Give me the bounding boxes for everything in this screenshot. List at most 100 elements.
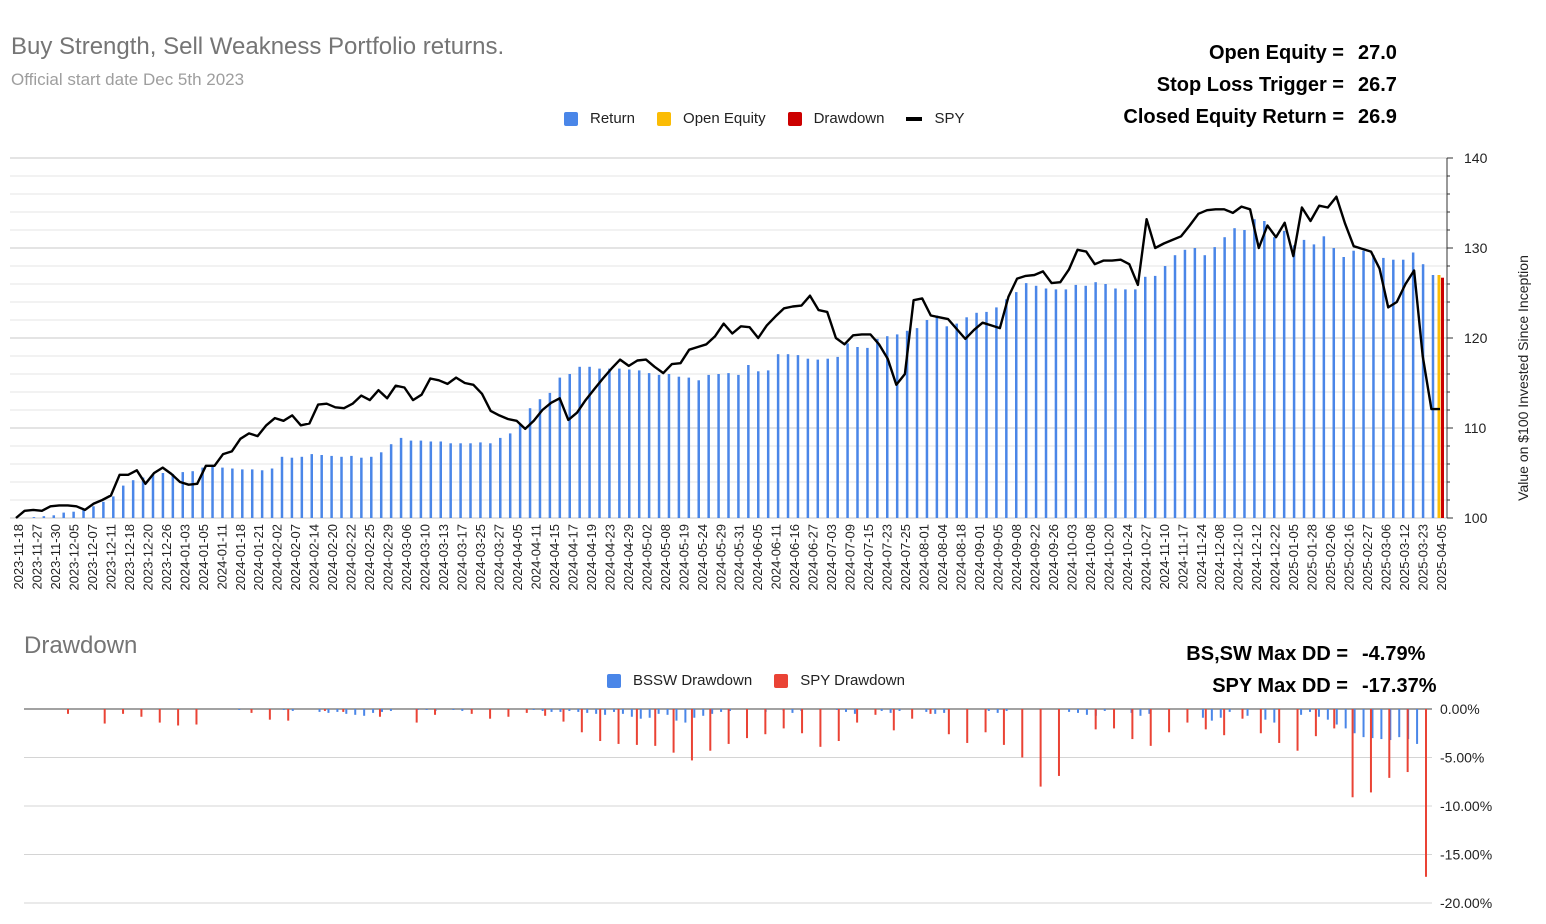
bssw-drawdown-bar	[684, 709, 687, 723]
x-tick-label: 2024-02-29	[381, 524, 396, 591]
return-bar	[1312, 244, 1316, 518]
bssw-drawdown-bar	[345, 709, 348, 714]
bssw-drawdown-bar	[1416, 709, 1419, 744]
spy-drawdown-bar	[635, 709, 638, 745]
spy-drawdown-bar	[1406, 709, 1409, 773]
legend-return-label: Return	[590, 110, 636, 127]
x-tick-label: 2024-11-24	[1194, 524, 1209, 590]
return-bar	[42, 516, 46, 518]
return-bar	[1124, 289, 1127, 518]
bssw-drawdown-bar	[845, 709, 847, 712]
bssw-drawdown-bar	[291, 709, 294, 711]
spy-drawdown-bar	[819, 709, 822, 747]
bssw-drawdown-bar	[372, 709, 375, 713]
return-bar	[1144, 276, 1147, 518]
drawdown-y-tick-label: -20.00%	[1440, 895, 1492, 911]
return-bar	[1094, 282, 1097, 518]
bssw-drawdown-bar	[1068, 709, 1071, 712]
x-tick-label: 2024-04-29	[621, 524, 636, 591]
drawdown-bar	[1441, 277, 1444, 518]
return-bar	[1005, 299, 1008, 518]
return-bar	[429, 441, 433, 518]
legend-return: Return	[564, 110, 635, 127]
return-bar	[112, 496, 115, 518]
x-tick-label: 2023-11-27	[30, 524, 45, 590]
x-tick-label: 2024-07-15	[861, 524, 876, 591]
spy-drawdown-bar	[507, 709, 510, 717]
x-tick-label: 2024-08-18	[954, 524, 969, 591]
return-bar	[360, 457, 363, 518]
legend-spy-line	[906, 116, 923, 121]
y-tick-label: 120	[1464, 330, 1488, 346]
spy-drawdown-bar	[287, 709, 290, 721]
return-bar	[846, 343, 849, 518]
return-bar	[747, 365, 750, 518]
return-bar	[697, 380, 700, 518]
spy-drawdown-bar	[672, 709, 675, 753]
spy-drawdown-bar	[1131, 709, 1134, 740]
x-tick-label: 2024-01-18	[233, 524, 248, 591]
x-tick-label: 2024-10-20	[1101, 524, 1116, 591]
spy-max-dd-stat: SPY Max DD = -17.37%	[1212, 675, 1440, 698]
return-bar	[389, 444, 393, 518]
drawdown-y-tick-label: -15.00%	[1440, 847, 1492, 863]
return-bar	[1163, 266, 1167, 518]
y-axis-title: Value on $100 Invested Since Inception	[1515, 255, 1531, 501]
x-tick-label: 2024-04-19	[584, 524, 599, 591]
stop-loss-value: 26.7	[1358, 74, 1397, 96]
spy-drawdown-bar	[580, 709, 583, 733]
bssw-drawdown-bar	[550, 709, 553, 712]
return-bar	[707, 374, 710, 518]
bssw-drawdown-bar	[996, 709, 999, 713]
return-bar	[518, 423, 522, 518]
return-bar	[1292, 245, 1296, 519]
bssw-drawdown-bar	[282, 709, 285, 710]
x-tick-label: 2024-04-05	[510, 524, 525, 591]
return-bar	[62, 512, 65, 518]
return-bar	[171, 473, 175, 518]
bssw-drawdown-bar	[1335, 709, 1338, 725]
spy-drawdown-bar	[470, 709, 473, 714]
bssw-drawdown-bar	[613, 709, 615, 712]
return-bar	[1372, 255, 1375, 518]
bssw-drawdown-bar	[853, 709, 856, 714]
return-bar	[915, 328, 919, 518]
return-bar	[1302, 239, 1306, 518]
spy-drawdown-bar	[415, 709, 418, 723]
return-bar	[1153, 275, 1157, 518]
x-tick-label: 2024-06-05	[750, 524, 765, 591]
return-bar	[717, 374, 720, 518]
return-bar	[1332, 248, 1336, 518]
x-tick-label: 2024-06-16	[787, 524, 802, 591]
bssw-drawdown-bar	[389, 709, 392, 711]
return-bar	[628, 369, 631, 518]
x-tick-label: 2024-09-05	[991, 524, 1006, 591]
return-bar	[1411, 252, 1415, 518]
return-bar	[637, 370, 641, 518]
x-tick-label: 2024-04-11	[529, 524, 544, 590]
spy-drawdown-bar	[268, 709, 271, 720]
spy-drawdown-bar	[654, 709, 657, 746]
return-bar	[161, 473, 165, 518]
x-tick-label: 2024-08-04	[935, 524, 950, 591]
spy-drawdown-bar	[434, 709, 437, 715]
spy-drawdown-bar	[1204, 709, 1207, 730]
return-bar	[786, 354, 790, 518]
spy-drawdown-bar	[323, 709, 326, 711]
spy-drawdown-bar	[1223, 709, 1226, 736]
x-tick-label: 2024-05-08	[658, 524, 673, 591]
spy-drawdown-bar	[1241, 709, 1244, 719]
spy-drawdown-bar	[1002, 709, 1005, 745]
x-tick-label: 2024-02-25	[362, 524, 377, 591]
x-tick-label: 2024-02-14	[307, 524, 322, 591]
bssw-drawdown-bar	[791, 709, 794, 713]
bssw-drawdown-bar	[452, 709, 455, 710]
open-equity-bar	[1437, 275, 1441, 518]
spy-drawdown-bar	[837, 709, 840, 742]
x-tick-label: 2025-03-23	[1416, 524, 1431, 591]
x-tick-label: 2024-12-10	[1231, 524, 1246, 591]
x-tick-label: 2024-10-27	[1138, 524, 1153, 591]
return-bar	[221, 467, 224, 518]
spy-drawdown-bar	[103, 709, 106, 724]
bssw-drawdown-bar	[416, 709, 419, 710]
